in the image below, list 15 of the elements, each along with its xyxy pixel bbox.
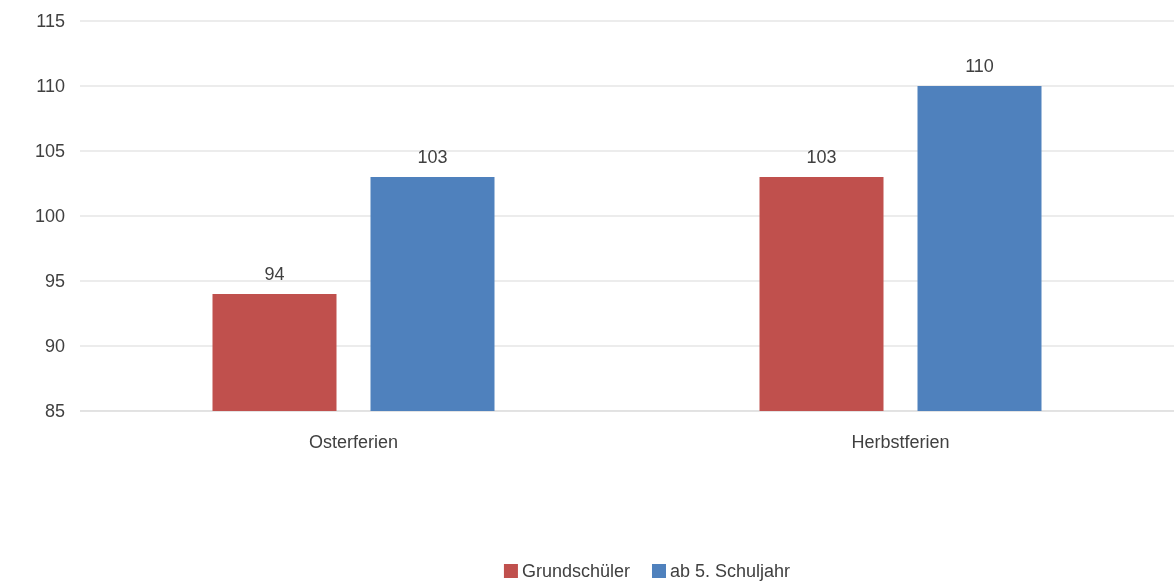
data-label: 103 (417, 147, 448, 167)
data-label: 103 (806, 147, 837, 167)
y-tick-label: 90 (44, 336, 65, 357)
x-tick-label: Osterferien (308, 432, 399, 453)
data-label: 110 (965, 56, 994, 76)
y-tick-label: 110 (36, 76, 65, 97)
legend-label: Grundschüler (521, 561, 630, 581)
legend-label: ab 5. Schuljahr (669, 561, 791, 581)
y-tick-label: 105 (34, 141, 65, 162)
y-tick-label: 100 (34, 206, 65, 227)
y-tick-label: 95 (44, 271, 65, 292)
x-tick-label: Herbstferien (851, 432, 950, 453)
y-tick-label: 85 (44, 401, 65, 422)
y-tick-label: 115 (36, 11, 65, 32)
data-label: 94 (264, 264, 285, 284)
